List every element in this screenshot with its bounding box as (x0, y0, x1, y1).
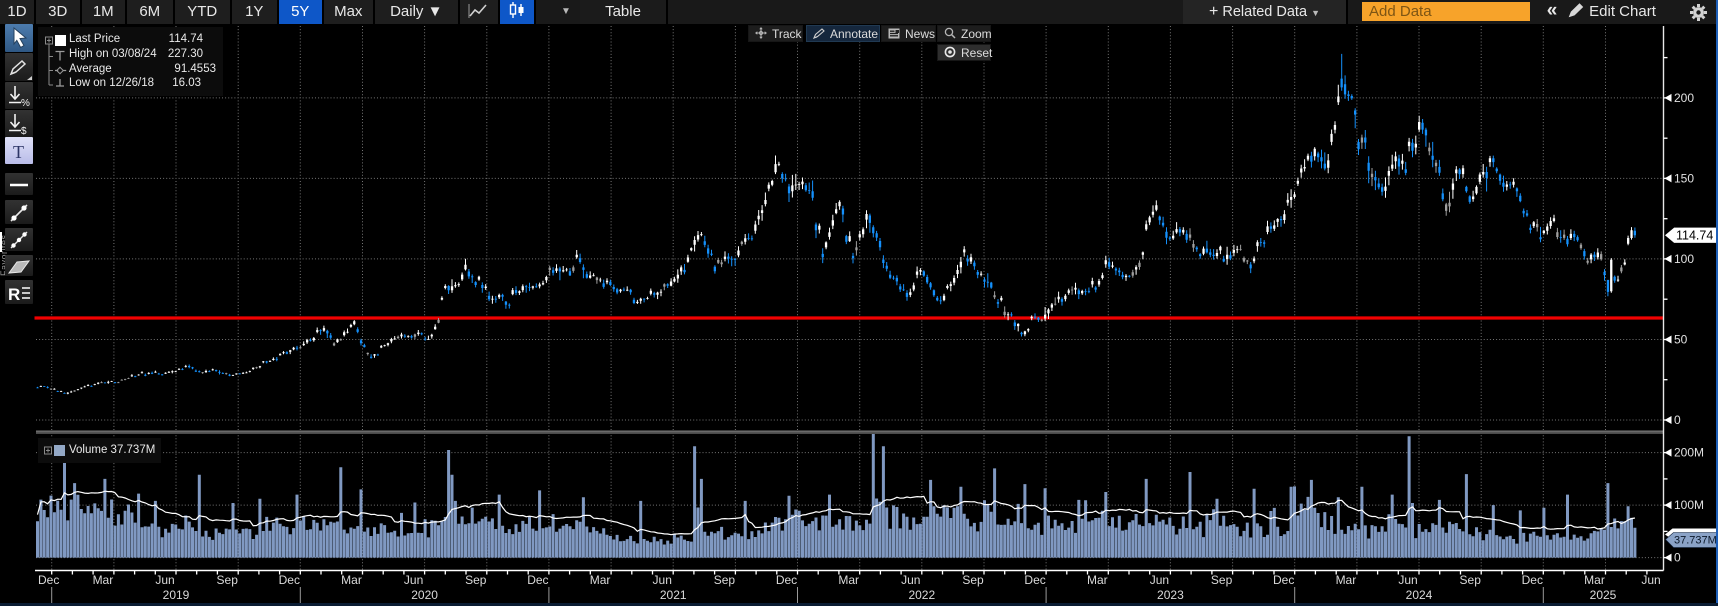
svg-text:Dec: Dec (776, 573, 797, 587)
svg-text:Dec: Dec (1024, 573, 1045, 587)
svg-text:Mar: Mar (1584, 573, 1605, 587)
svg-text:Dec: Dec (1522, 573, 1543, 587)
svg-text:Sep: Sep (1211, 573, 1233, 587)
svg-text:Dec: Dec (1273, 573, 1294, 587)
svg-text:2025: 2025 (1590, 588, 1617, 602)
svg-text:Jun: Jun (1641, 573, 1660, 587)
svg-text:Mar: Mar (93, 573, 114, 587)
svg-text:Mar: Mar (341, 573, 362, 587)
svg-text:50: 50 (1674, 333, 1688, 347)
svg-text:R: R (8, 285, 20, 304)
svg-text:0: 0 (1674, 413, 1681, 427)
svg-text:2023: 2023 (1157, 588, 1184, 602)
svg-text:Mar: Mar (838, 573, 859, 587)
svg-text:Sep: Sep (465, 573, 487, 587)
svg-text:Dec: Dec (527, 573, 548, 587)
svg-text:Jun: Jun (1398, 573, 1417, 587)
svg-text:%: % (21, 98, 30, 109)
svg-text:2020: 2020 (411, 588, 438, 602)
svg-text:T: T (13, 142, 24, 162)
svg-text:114.74: 114.74 (1676, 228, 1713, 242)
svg-text:Jun: Jun (653, 573, 672, 587)
svg-text:37.737M: 37.737M (1674, 534, 1717, 546)
svg-text:Jun: Jun (404, 573, 423, 587)
svg-text:Mar: Mar (1336, 573, 1357, 587)
svg-text:Mar: Mar (590, 573, 611, 587)
svg-text:$: $ (21, 126, 27, 137)
svg-text:100M: 100M (1674, 498, 1704, 512)
svg-text:2024: 2024 (1406, 588, 1433, 602)
svg-text:0: 0 (1674, 551, 1681, 565)
svg-text:150: 150 (1674, 171, 1694, 185)
svg-text:200: 200 (1674, 91, 1694, 105)
svg-text:100: 100 (1674, 252, 1694, 266)
svg-text:Sep: Sep (962, 573, 984, 587)
svg-text:Jun: Jun (901, 573, 920, 587)
svg-text:Sep: Sep (714, 573, 736, 587)
svg-text:200M: 200M (1674, 446, 1704, 460)
svg-text:Dec: Dec (279, 573, 300, 587)
svg-text:Dec: Dec (38, 573, 59, 587)
svg-text:Jun: Jun (155, 573, 174, 587)
svg-text:Jun: Jun (1150, 573, 1169, 587)
svg-text:Sep: Sep (1460, 573, 1482, 587)
svg-text:2019: 2019 (163, 588, 190, 602)
svg-text:2022: 2022 (908, 588, 935, 602)
svg-text:Mar: Mar (1087, 573, 1108, 587)
svg-text:2021: 2021 (660, 588, 687, 602)
svg-text:Sep: Sep (217, 573, 239, 587)
